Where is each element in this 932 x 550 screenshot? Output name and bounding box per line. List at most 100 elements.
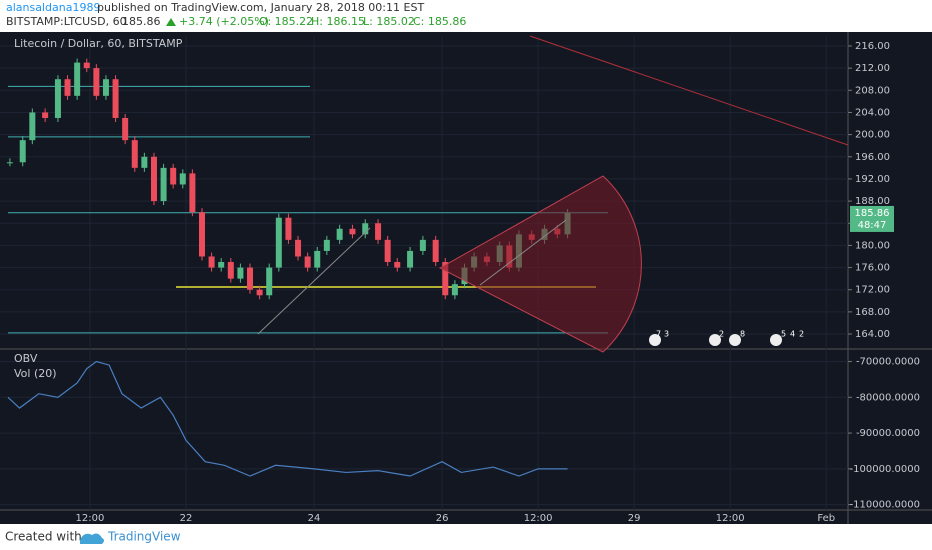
change: +3.74 (+2.05%) xyxy=(179,15,269,28)
trend-line xyxy=(529,35,849,146)
candle-body xyxy=(208,256,215,268)
candle-body xyxy=(160,167,167,202)
y-tick-label: 172.00 xyxy=(855,285,890,296)
y-tick-label: 204.00 xyxy=(855,107,890,118)
y-tick-label: -90000.0000 xyxy=(856,428,920,439)
indicator-subtitle: Vol (20) xyxy=(14,367,57,380)
high: H: 186.15 xyxy=(311,15,365,28)
candle-body xyxy=(256,289,263,296)
candle-body xyxy=(442,262,449,296)
trend-line xyxy=(479,219,567,286)
y-tick-label: 192.00 xyxy=(855,174,890,185)
y-tick-label: 188.00 xyxy=(855,196,890,207)
candle-body xyxy=(247,267,254,290)
event-flag xyxy=(649,334,661,346)
candle-body xyxy=(102,79,109,96)
candle-body xyxy=(295,239,302,257)
candle-body xyxy=(275,217,282,268)
low: L: 185.02 xyxy=(363,15,415,28)
x-tick-label: 24 xyxy=(308,513,321,524)
candle-body xyxy=(198,212,205,257)
event-label: 2 xyxy=(799,330,804,339)
candle-body xyxy=(336,228,343,240)
y-tick-label: 212.00 xyxy=(855,63,890,74)
footer-brand[interactable]: TradingView xyxy=(107,530,181,544)
candle-body xyxy=(6,162,13,164)
footer-created: Created with xyxy=(5,530,82,544)
candle-body xyxy=(394,262,401,268)
candle-body xyxy=(74,62,81,96)
candle-body xyxy=(170,167,177,185)
candle-body xyxy=(122,117,129,141)
author: alansaldana1989 xyxy=(6,1,100,14)
candle-body xyxy=(285,217,292,240)
candle-body xyxy=(29,112,36,141)
candle-body xyxy=(93,68,100,96)
event-label: 2 xyxy=(719,330,724,339)
candle-body xyxy=(266,267,273,296)
y-tick-label: 164.00 xyxy=(855,329,890,340)
fib-fan xyxy=(438,175,642,353)
x-tick-label: 12:00 xyxy=(76,513,105,524)
event-label: 5 xyxy=(781,330,786,339)
candle-body xyxy=(314,250,321,268)
y-tick-label: 216.00 xyxy=(855,41,890,52)
y-tick-label: 200.00 xyxy=(855,130,890,141)
event-flag xyxy=(709,334,721,346)
y-tick-label: 208.00 xyxy=(855,85,890,96)
candle-body xyxy=(218,262,225,268)
y-tick-label: -100000.0000 xyxy=(850,464,920,475)
y-tick-label: -70000.0000 xyxy=(856,357,920,368)
obv-line xyxy=(7,360,568,477)
up-arrow xyxy=(166,18,176,26)
candle-body xyxy=(141,156,148,168)
events: 7 3 2 8 5 4 2 xyxy=(649,330,804,346)
candle-body xyxy=(432,239,439,263)
candle-body xyxy=(237,267,244,279)
y-tick-label: -80000.0000 xyxy=(856,392,920,403)
candle-body xyxy=(112,79,119,118)
event-label: 4 xyxy=(790,330,795,339)
close: C: 185.86 xyxy=(413,15,466,28)
x-tick-label: Feb xyxy=(817,513,835,524)
candle-body xyxy=(83,62,90,69)
candle-body xyxy=(323,239,330,251)
chart-title: Litecoin / Dollar, 60, BITSTAMP xyxy=(14,37,183,50)
candle-body xyxy=(419,239,426,251)
logo xyxy=(80,533,104,544)
candle-body xyxy=(227,262,234,279)
y-tick-label: 176.00 xyxy=(855,263,890,274)
candle-body xyxy=(384,239,391,263)
price-label-box xyxy=(850,205,894,232)
y-tick-label: -110000.0000 xyxy=(850,500,920,511)
candle-body xyxy=(131,140,138,168)
candle-body xyxy=(19,140,26,163)
published: published on TradingView.com, January 28… xyxy=(97,1,424,14)
last: 185.86 xyxy=(122,15,161,28)
candle-body xyxy=(407,250,414,268)
candle-body xyxy=(189,173,196,213)
candle-body xyxy=(64,79,71,96)
candle-body xyxy=(451,284,458,296)
x-tick-label: 26 xyxy=(436,513,449,524)
y-tick-label: 168.00 xyxy=(855,307,890,318)
open: O: 185.22 xyxy=(259,15,313,28)
y-tick-label: 196.00 xyxy=(855,152,890,163)
event-label: 8 xyxy=(740,330,745,339)
candle-body xyxy=(349,228,356,235)
indicator-title: OBV xyxy=(14,352,38,365)
event-label: 7 xyxy=(656,330,661,339)
candle-body xyxy=(150,156,157,202)
x-tick-label: 22 xyxy=(180,513,193,524)
event-flag xyxy=(770,334,782,346)
symbol: BITSTAMP:LTCUSD, 60 xyxy=(6,15,127,28)
y-tick-label: 180.00 xyxy=(855,240,890,251)
x-tick-label: 12:00 xyxy=(524,513,553,524)
candle-body xyxy=(304,256,311,268)
price-label: 185.86 xyxy=(855,208,890,219)
countdown: 48:47 xyxy=(858,220,887,231)
x-tick-label: 12:00 xyxy=(716,513,745,524)
x-tick-label: 29 xyxy=(628,513,641,524)
